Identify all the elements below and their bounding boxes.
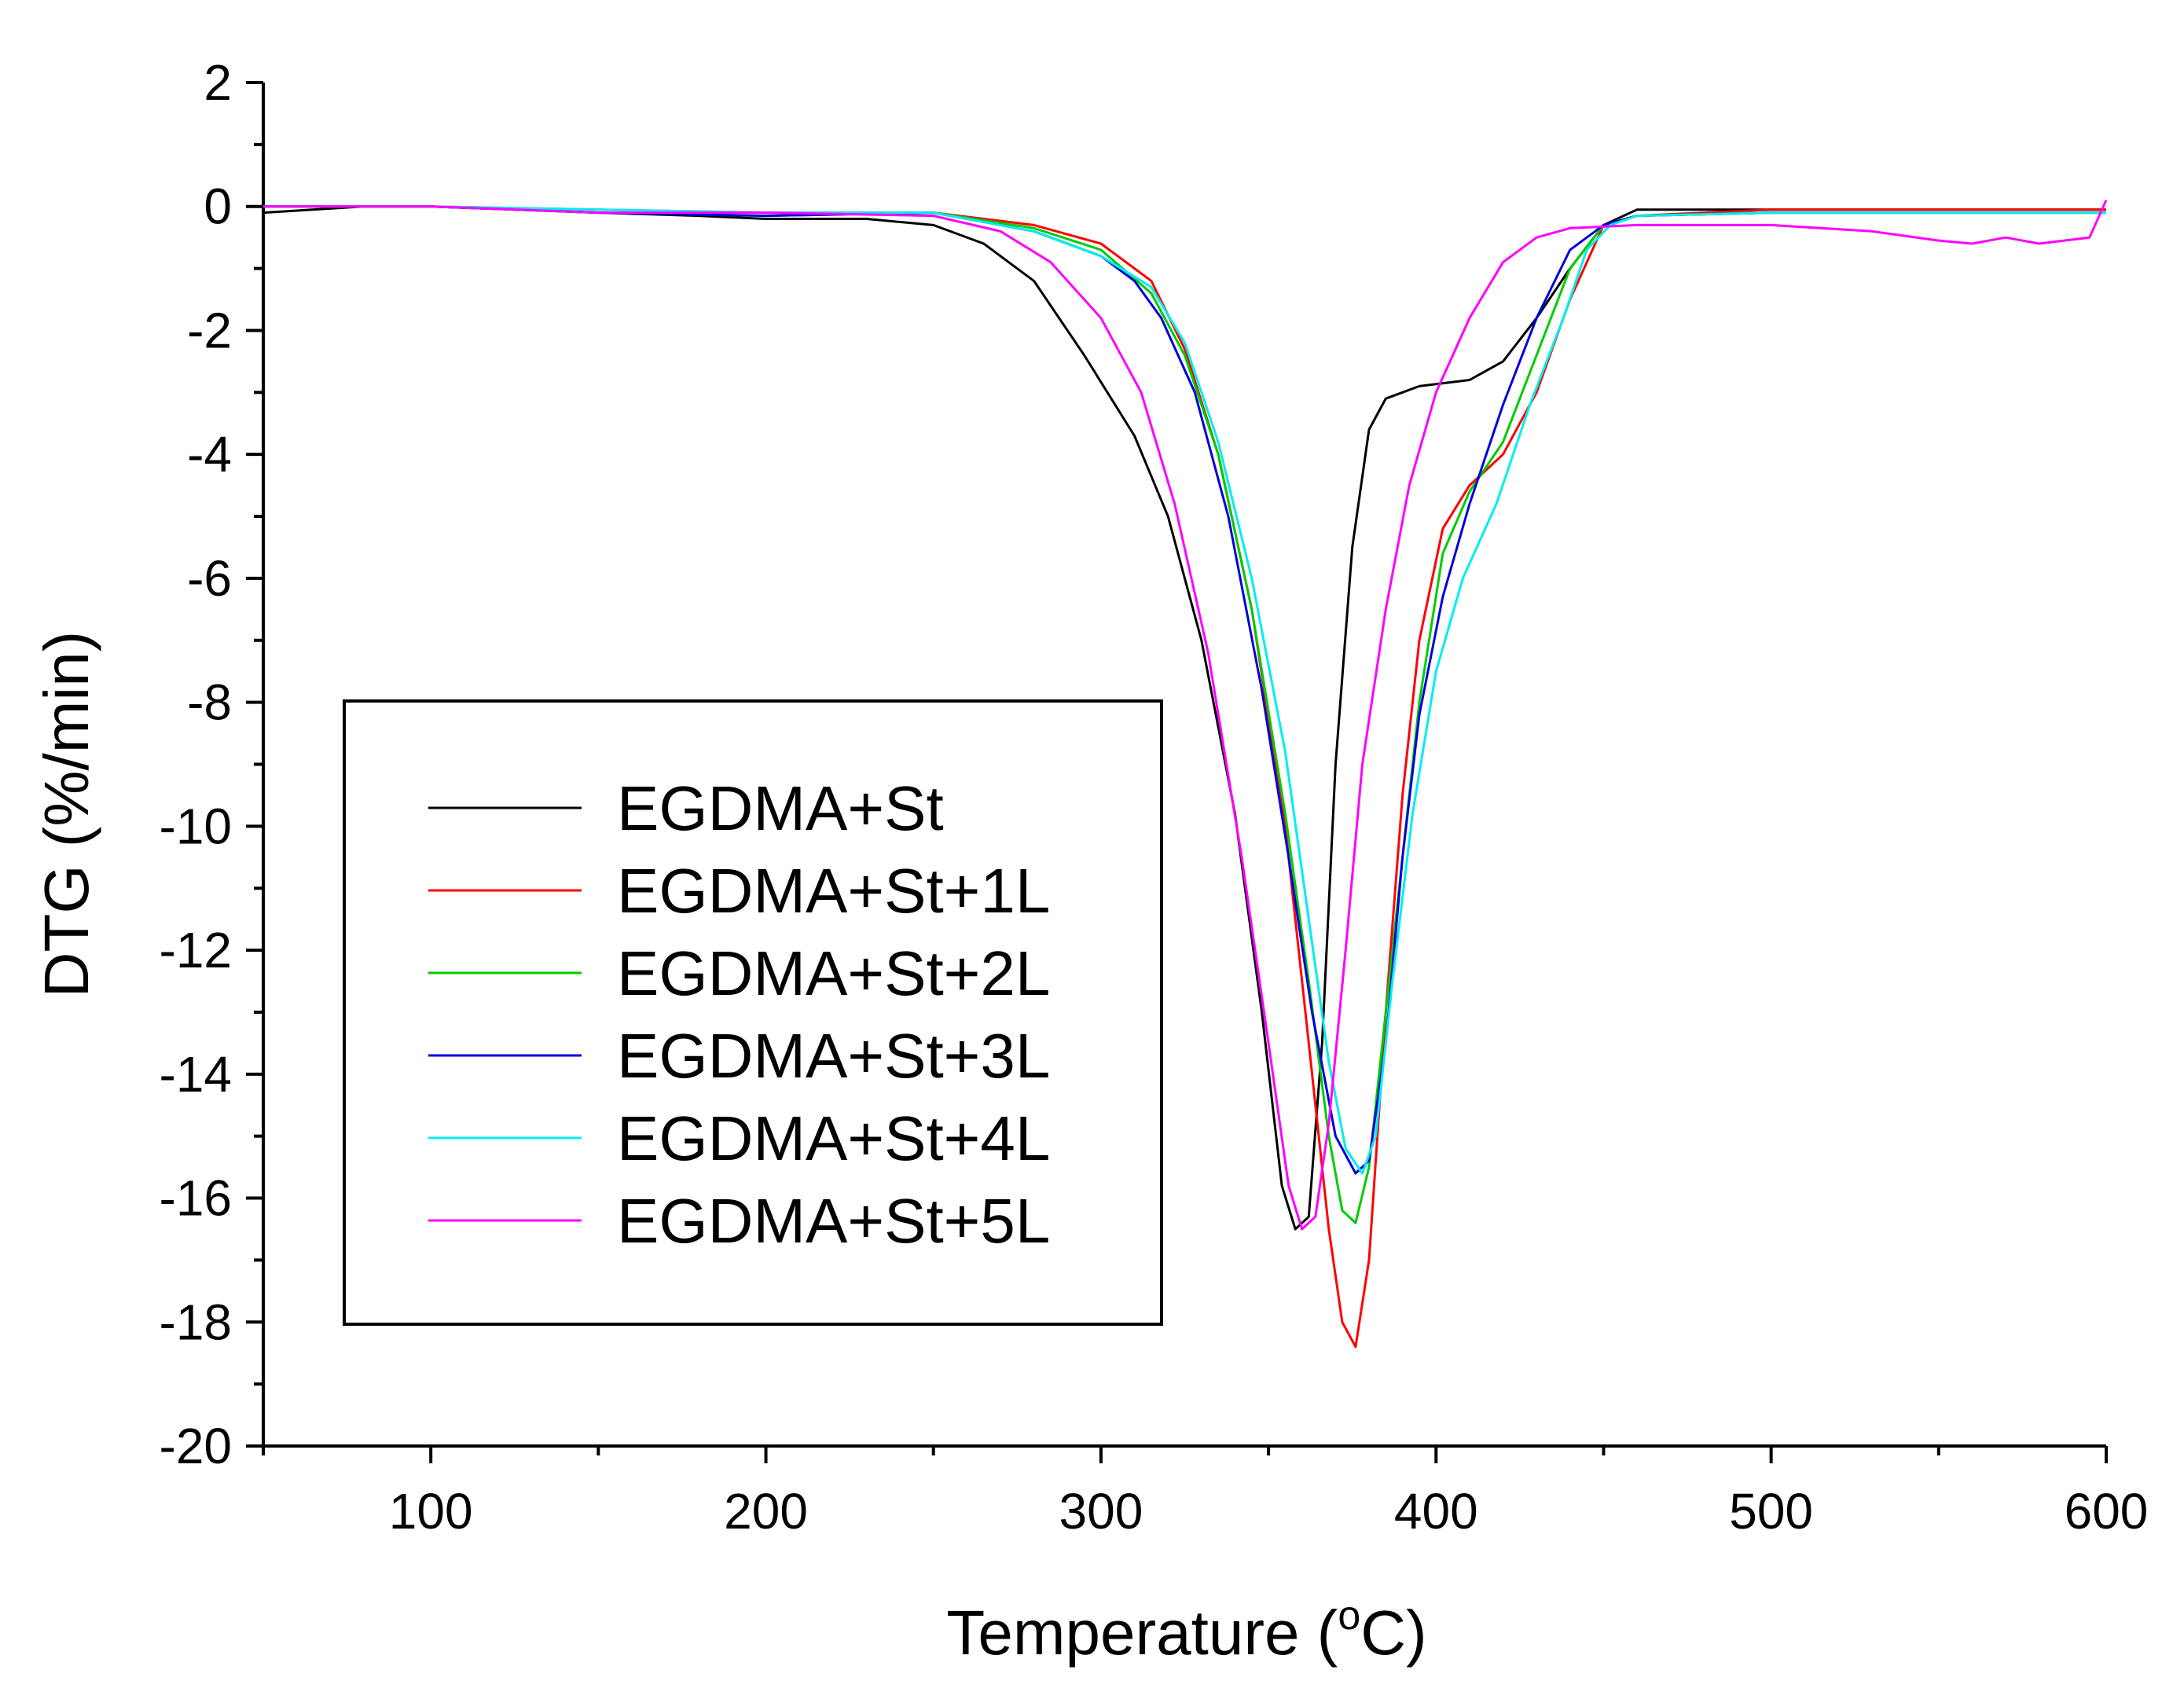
y-axis: 2 0 -2 -4 -6 -8 -10 -12 -14 -16 -18 -20: [160, 54, 265, 1474]
x-tick-label: 100: [389, 1483, 473, 1540]
y-tick-label: -18: [160, 1294, 233, 1350]
series-lines: [262, 200, 2108, 1349]
y-tick-label: -16: [160, 1170, 233, 1227]
series-line-3: [263, 205, 2106, 1224]
legend-label: EGDMA+St+4L: [617, 1103, 1050, 1173]
y-tick-label: -14: [160, 1046, 233, 1103]
y-tick-label: -6: [187, 550, 232, 607]
legend-label: EGDMA+St: [617, 773, 944, 843]
x-tick-label: 600: [2065, 1483, 2149, 1540]
x-tick-label: 200: [724, 1483, 808, 1540]
x-axis: 100 200 300 400 500 600: [262, 1444, 2149, 1540]
y-tick-label: -4: [187, 426, 232, 483]
y-tick-label: -12: [160, 922, 233, 978]
x-tick-label: 300: [1059, 1483, 1143, 1540]
y-tick-label: -10: [160, 798, 233, 854]
y-tick-label: -8: [187, 674, 232, 731]
y-tick-label: 0: [204, 178, 232, 235]
legend-label: EGDMA+St+2L: [617, 938, 1050, 1008]
x-axis-title: Temperature (oC): [946, 1593, 1426, 1668]
series-line-5: [263, 205, 2106, 1175]
legend: EGDMA+St EGDMA+St+1L EGDMA+St+2L EGDMA+St+3…: [343, 699, 1163, 1326]
degree-sup: o: [1338, 1593, 1360, 1639]
legend-label: EGDMA+St+1L: [617, 856, 1050, 926]
y-axis-title: DTG (%/min): [31, 631, 101, 998]
series-line-6: [263, 200, 2108, 1231]
series-line-2: [263, 205, 2106, 1349]
y-tick-label: 2: [204, 54, 232, 111]
x-tick-label: 500: [1729, 1483, 1813, 1540]
legend-label: EGDMA+St+5L: [617, 1186, 1050, 1256]
y-tick-label: -20: [160, 1418, 233, 1474]
legend-label: EGDMA+St+3L: [617, 1021, 1050, 1091]
x-tick-label: 400: [1394, 1483, 1478, 1540]
y-tick-label: -2: [187, 302, 232, 358]
